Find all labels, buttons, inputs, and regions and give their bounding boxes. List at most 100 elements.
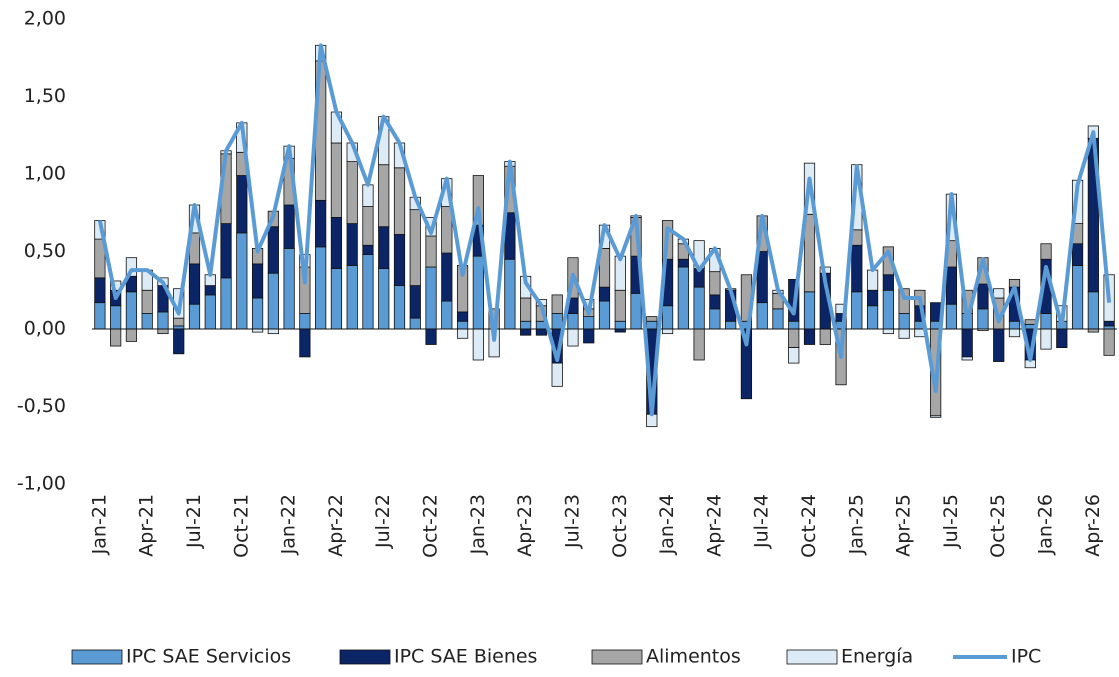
- bar-segment: [315, 199, 327, 248]
- bar-segment: [993, 328, 1005, 362]
- x-tick-label: Oct-25: [987, 494, 1009, 558]
- bar-segment: [725, 320, 737, 330]
- bar-segment: [882, 274, 894, 291]
- legend-swatch: [786, 649, 838, 665]
- bar-segment: [110, 328, 122, 347]
- bar-segment: [125, 257, 138, 277]
- bar-segment: [898, 313, 910, 330]
- bar-segment: [362, 254, 374, 330]
- legend-swatch: [339, 649, 391, 665]
- bar-segment: [393, 234, 406, 286]
- bar-segment: [425, 266, 437, 330]
- ipc-line: [97, 43, 1112, 417]
- y-tick-label: -1,00: [17, 473, 66, 495]
- bar-segment: [346, 161, 358, 225]
- bar-segment: [945, 303, 958, 330]
- legend-item: IPC SAE Bienes: [339, 646, 537, 668]
- bar-segment: [456, 320, 469, 330]
- bar-segment: [425, 235, 437, 268]
- x-tick-label: Jan-23: [467, 494, 489, 555]
- bar-segment: [677, 266, 689, 330]
- bar-segment: [251, 297, 264, 330]
- x-tick-label: Jan-21: [88, 494, 110, 555]
- bar-segment: [267, 272, 279, 330]
- x-tick-label: Jan-25: [845, 494, 867, 555]
- bar-segment: [661, 328, 674, 335]
- bar-segment: [1008, 320, 1021, 330]
- bar-segment: [378, 268, 390, 330]
- bar-segment: [646, 316, 658, 322]
- bar-segment: [977, 308, 989, 330]
- y-tick-label: 1,00: [24, 163, 66, 185]
- bar-segment: [409, 317, 421, 330]
- x-tick-label: Apr-22: [325, 494, 347, 557]
- x-tick-label: Jan-24: [656, 494, 678, 555]
- bar-segment: [1024, 319, 1036, 325]
- bar-segment: [204, 285, 216, 296]
- x-tick-label: Jul-22: [372, 494, 394, 549]
- bar-segment: [756, 302, 768, 330]
- bar-segment: [1056, 328, 1068, 349]
- bar-segment: [267, 226, 279, 274]
- bar-segment: [236, 232, 248, 330]
- bar-segment: [393, 167, 406, 235]
- y-tick-label: 0,50: [24, 240, 66, 262]
- bar-segment: [551, 313, 563, 330]
- bar-segment: [583, 328, 595, 344]
- bar-segment: [551, 294, 563, 314]
- bar-segment: [220, 277, 232, 330]
- y-tick-label: 1,50: [24, 85, 66, 107]
- x-tick-label: Oct-21: [230, 494, 252, 558]
- bar-segment: [788, 320, 800, 330]
- bar-segment: [504, 258, 516, 330]
- bar-segment: [409, 285, 421, 319]
- x-tick-label: Apr-24: [703, 494, 725, 557]
- bar-segment: [1071, 243, 1084, 266]
- bar-segment: [1008, 328, 1021, 338]
- bar-segment: [1087, 291, 1099, 330]
- bar-segment: [472, 255, 484, 330]
- bar-segment: [803, 328, 816, 345]
- bar-segment: [961, 356, 973, 361]
- legend-item: IPC SAE Servicios: [71, 646, 291, 668]
- bar-segment: [362, 244, 374, 256]
- legend-swatch: [71, 649, 123, 665]
- x-tick-label: Jul-24: [751, 494, 773, 549]
- bar-segment: [535, 328, 548, 336]
- bar-segment: [898, 288, 910, 314]
- bar-segment: [299, 313, 311, 330]
- x-tick-label: Apr-25: [893, 494, 915, 557]
- bar-segment: [598, 300, 611, 330]
- y-tick-label: -0,50: [17, 395, 66, 417]
- bar-segment: [236, 175, 248, 234]
- bar-segment: [378, 164, 390, 228]
- x-tick-label: Jul-25: [940, 494, 962, 549]
- bar-segment: [456, 311, 469, 322]
- bar-segment: [425, 328, 437, 345]
- x-tick-label: Jul-21: [183, 494, 205, 549]
- legend-label: IPC SAE Bienes: [394, 646, 537, 668]
- bar-segment: [472, 328, 484, 361]
- x-tick-label: Apr-26: [1082, 494, 1104, 557]
- bar-segment: [866, 289, 879, 307]
- bar-segment: [173, 317, 185, 327]
- bar-segment: [393, 285, 406, 330]
- bar-segment: [441, 300, 453, 330]
- x-tick-label: Jan-22: [278, 494, 300, 555]
- bar-segment: [283, 204, 295, 249]
- bar-segment: [1071, 265, 1084, 330]
- bar-segment: [945, 266, 958, 305]
- bar-segment: [520, 297, 532, 322]
- bar-segment: [346, 223, 358, 266]
- bar-segment: [772, 308, 784, 330]
- bar-segment: [614, 255, 626, 291]
- bar-segment: [788, 347, 800, 364]
- bar-segment: [267, 328, 279, 335]
- bar-segment: [866, 269, 879, 291]
- x-tick-label: Jul-23: [561, 494, 583, 549]
- bar-segment: [125, 291, 138, 330]
- bar-segment: [315, 246, 327, 330]
- bar-segment: [977, 283, 989, 310]
- bar-segment: [157, 328, 169, 335]
- bar-segment: [788, 328, 800, 349]
